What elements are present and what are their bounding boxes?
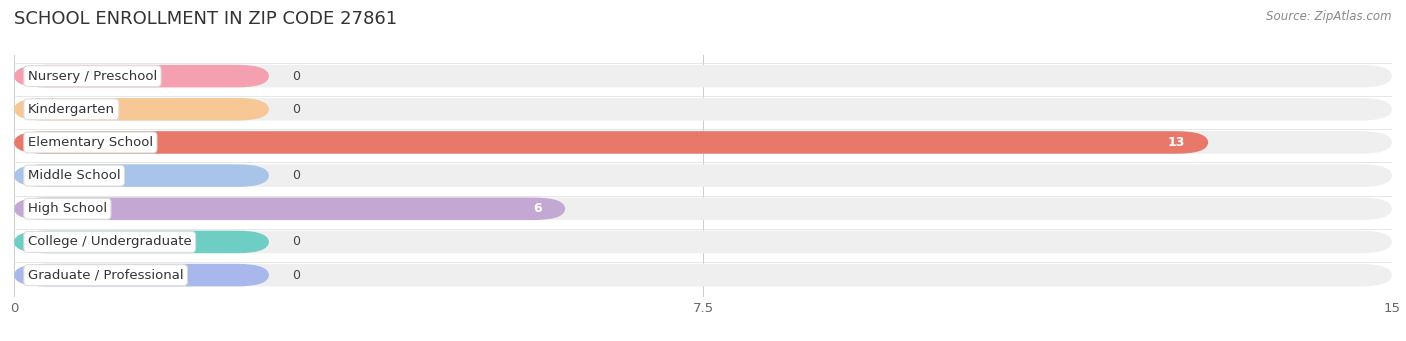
Text: 0: 0 (292, 269, 299, 282)
FancyBboxPatch shape (14, 131, 1392, 154)
FancyBboxPatch shape (14, 98, 269, 121)
Text: 6: 6 (534, 202, 543, 215)
Text: Elementary School: Elementary School (28, 136, 153, 149)
Text: 0: 0 (292, 103, 299, 116)
Text: SCHOOL ENROLLMENT IN ZIP CODE 27861: SCHOOL ENROLLMENT IN ZIP CODE 27861 (14, 10, 396, 28)
Text: 0: 0 (292, 235, 299, 249)
Text: Nursery / Preschool: Nursery / Preschool (28, 70, 157, 83)
FancyBboxPatch shape (14, 164, 1392, 187)
Text: Kindergarten: Kindergarten (28, 103, 115, 116)
Text: 0: 0 (292, 70, 299, 83)
FancyBboxPatch shape (14, 65, 1392, 87)
FancyBboxPatch shape (14, 197, 1392, 220)
Text: 13: 13 (1168, 136, 1185, 149)
FancyBboxPatch shape (14, 131, 1208, 154)
FancyBboxPatch shape (14, 264, 269, 286)
FancyBboxPatch shape (14, 65, 269, 87)
Text: Graduate / Professional: Graduate / Professional (28, 269, 183, 282)
FancyBboxPatch shape (14, 264, 1392, 286)
Text: Source: ZipAtlas.com: Source: ZipAtlas.com (1267, 10, 1392, 23)
FancyBboxPatch shape (14, 231, 269, 253)
FancyBboxPatch shape (14, 164, 269, 187)
FancyBboxPatch shape (14, 231, 1392, 253)
Text: High School: High School (28, 202, 107, 215)
FancyBboxPatch shape (14, 98, 1392, 121)
FancyBboxPatch shape (14, 197, 565, 220)
Text: Middle School: Middle School (28, 169, 121, 182)
Text: 0: 0 (292, 169, 299, 182)
Text: College / Undergraduate: College / Undergraduate (28, 235, 191, 249)
